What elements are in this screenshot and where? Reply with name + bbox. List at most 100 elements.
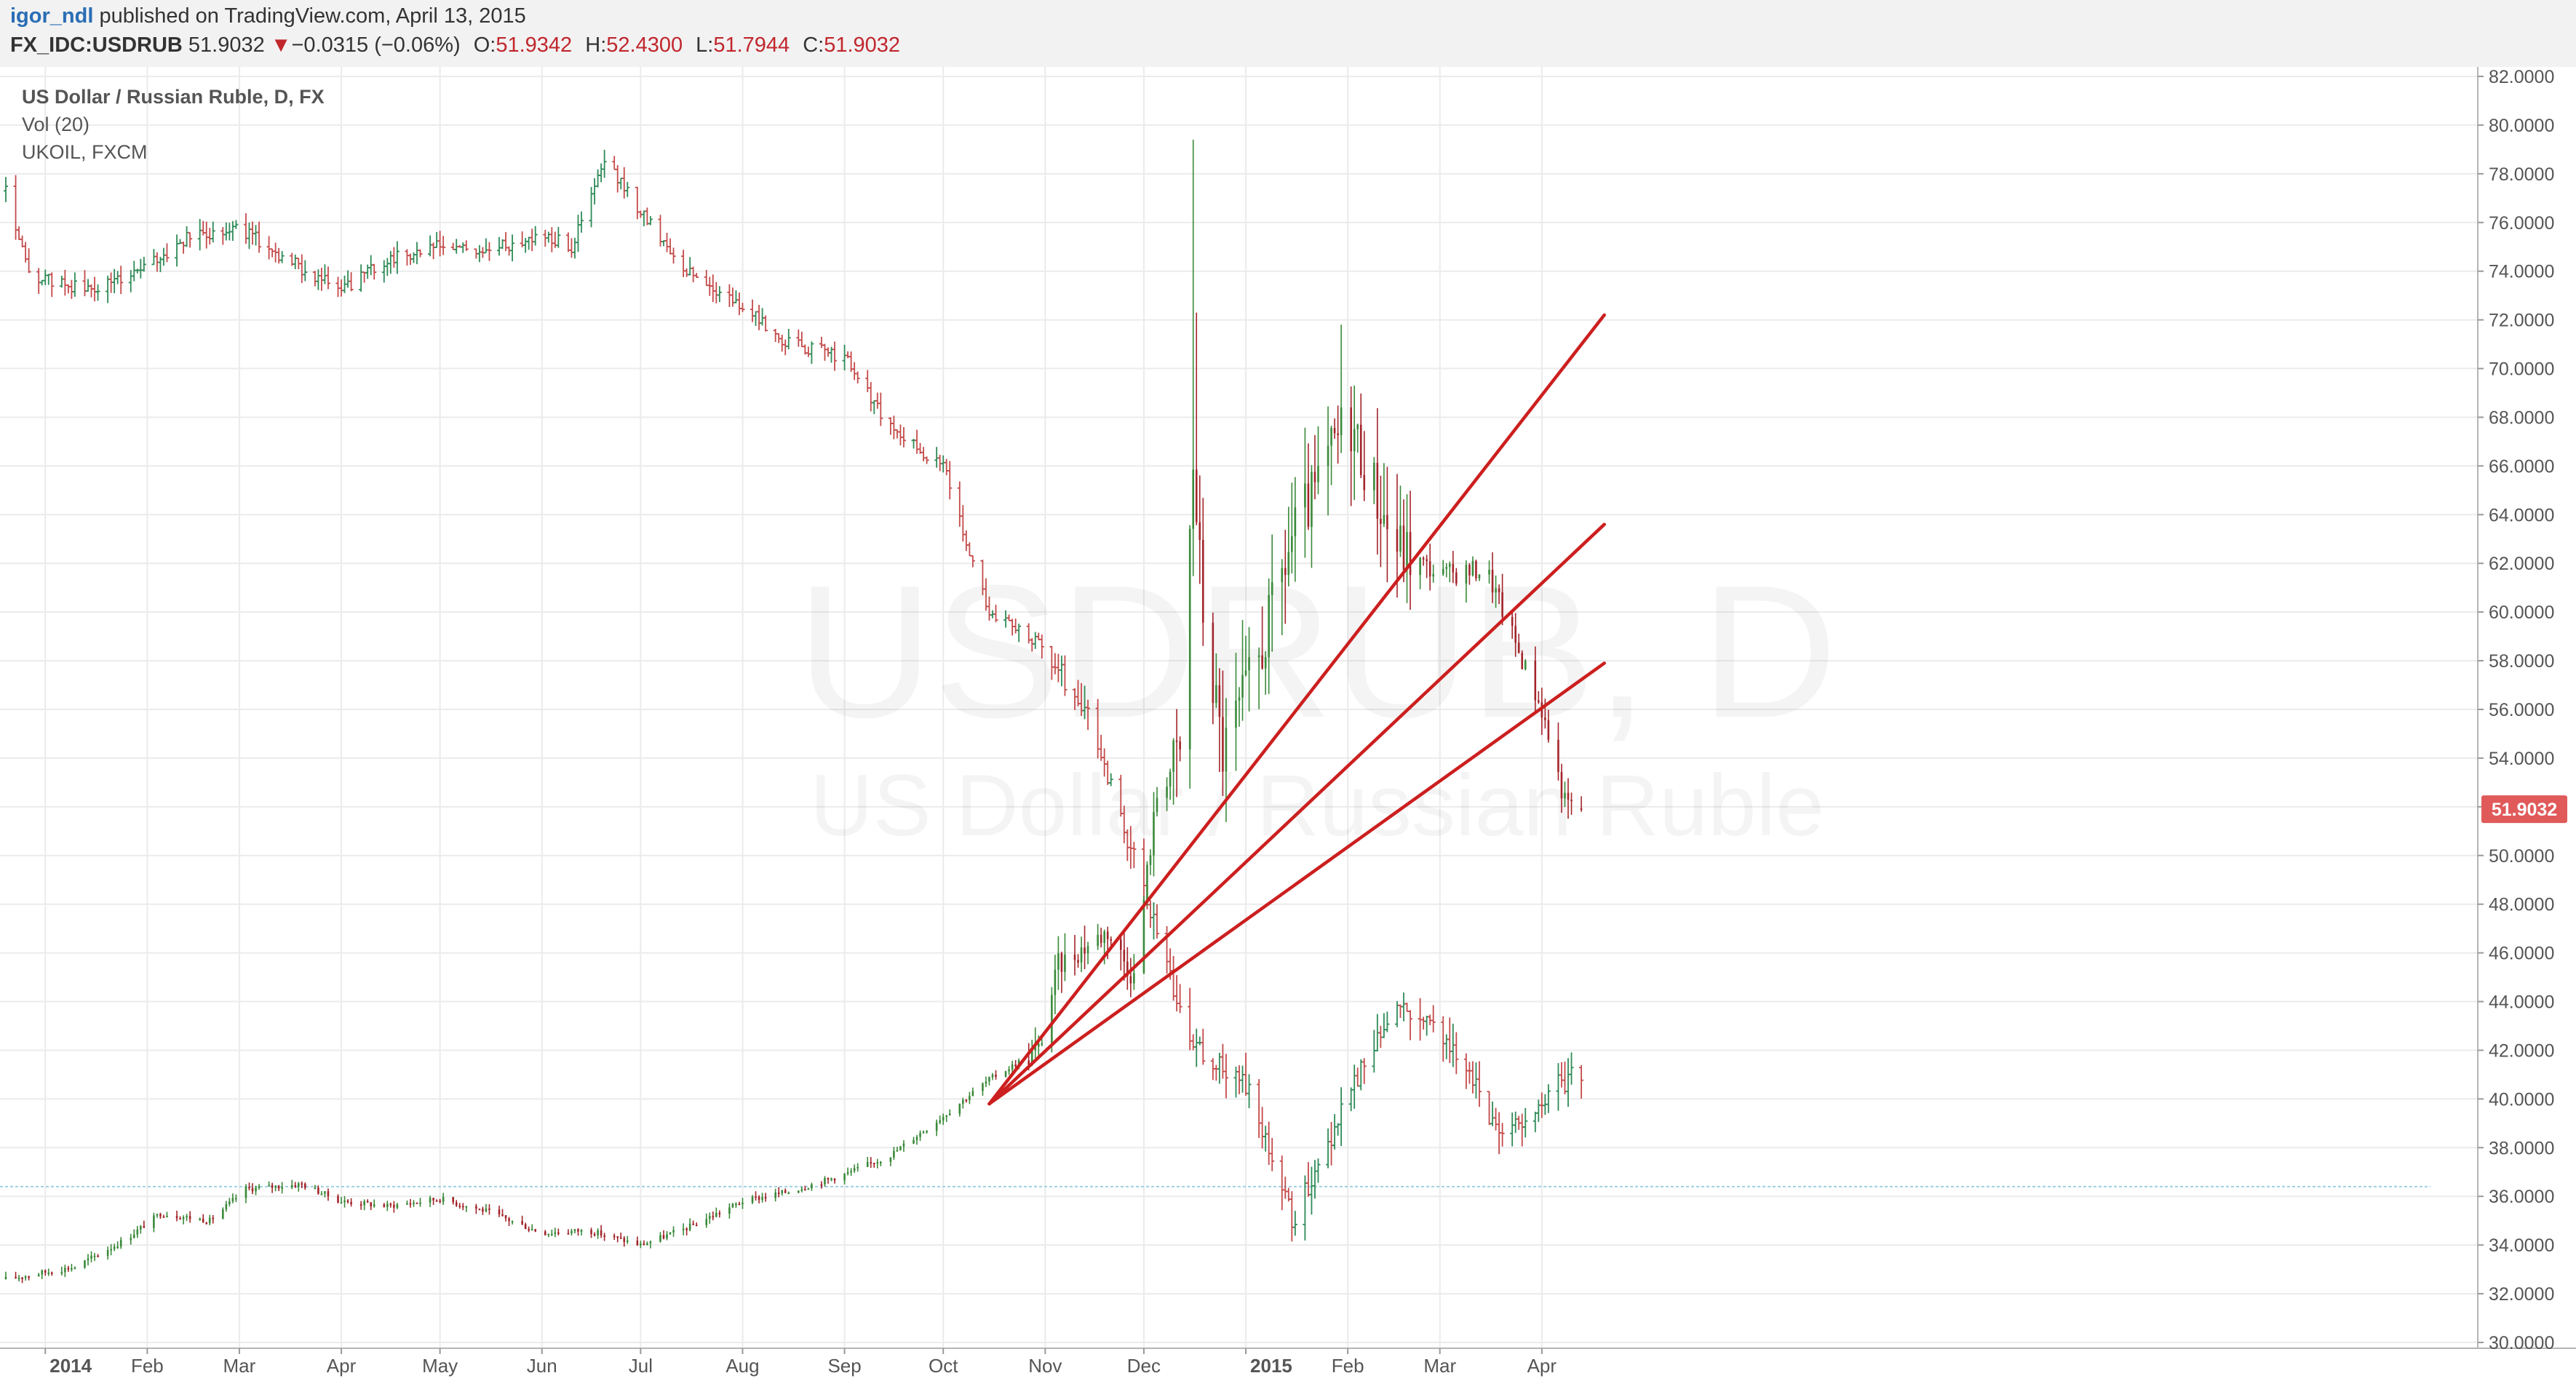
usdrub-candle [205, 1222, 208, 1225]
usdrub-candle [93, 1255, 96, 1257]
usdrub-candle [1034, 1046, 1037, 1051]
usdrub-candle [1212, 622, 1215, 704]
usdrub-candle [294, 1185, 297, 1187]
symbol-label[interactable]: FX_IDC:USDRUB [10, 33, 183, 57]
usdrub-candle [1100, 934, 1102, 943]
usdrub-candle [880, 1161, 882, 1163]
usdrub-candle [4, 1276, 7, 1279]
usdrub-candle [1198, 522, 1201, 540]
usdrub-candle [1133, 973, 1135, 984]
usdrub-candle [1330, 428, 1332, 446]
usdrub-candle [1442, 568, 1444, 575]
usdrub-candle [939, 1120, 941, 1123]
usdrub-candle [416, 1202, 418, 1204]
time-tick-label: Sep [827, 1355, 861, 1377]
header-bar: igor_ndl published on TradingView.com, A… [0, 0, 2576, 68]
usdrub-candle [113, 1246, 116, 1249]
usdrub-candle [1419, 557, 1421, 576]
usdrub-candle [458, 1205, 461, 1207]
usdrub-candle [619, 1237, 622, 1239]
usdrub-candle [1376, 462, 1379, 519]
price-tick-label: 42.0000 [2489, 1040, 2554, 1061]
usdrub-candle [682, 1228, 685, 1230]
price-tick-label: 66.0000 [2489, 456, 2554, 477]
time-tick-label: Mar [223, 1355, 256, 1377]
usdrub-candle [1014, 1064, 1017, 1067]
usdrub-candle [50, 1272, 53, 1274]
usdrub-candle [742, 1202, 744, 1204]
usdrub-candle [1468, 565, 1471, 576]
usdrub-candle [188, 1216, 191, 1219]
time-tick-label: Aug [726, 1355, 759, 1377]
time-axis[interactable]: 2014 Feb Mar Apr May Jun Jul Aug Sep Oct Nov Dec 201… [44, 1348, 1557, 1377]
usdrub-candle [478, 1209, 481, 1211]
usdrub-candle [1356, 424, 1359, 429]
high-value: 52.4300 [606, 33, 683, 57]
legend-volume[interactable]: Vol (20) [22, 114, 90, 135]
usdrub-candle [777, 1192, 780, 1194]
usdrub-candle [366, 1201, 369, 1203]
usdrub-candle [179, 1218, 181, 1220]
usdrub-candle [528, 1229, 530, 1231]
legend-overlay[interactable]: UKOIL, FXCM [22, 141, 148, 163]
usdrub-candle [1195, 469, 1198, 522]
author-link[interactable]: igor_ndl [10, 4, 94, 28]
usdrub-candle [452, 1197, 455, 1203]
price-tick-label: 80.0000 [2489, 116, 2554, 136]
usdrub-candle [1383, 514, 1386, 524]
price-tick-label: 46.0000 [2489, 944, 2554, 964]
watermark: USDRUB, D US Dollar / Russian Ruble [797, 546, 1837, 854]
usdrub-candle [758, 1196, 760, 1200]
legend-main-series[interactable]: US Dollar / Russian Ruble, D, FX [22, 86, 325, 108]
price-tick-label: 48.0000 [2489, 895, 2554, 915]
usdrub-candle [15, 1276, 17, 1278]
usdrub-candle [60, 1272, 63, 1274]
usdrub-candle [824, 1178, 826, 1185]
time-tick-label: Feb [131, 1355, 164, 1377]
usdrub-candle [731, 1203, 734, 1208]
price-chart[interactable]: USDRUB, D US Dollar / Russian Ruble 30.0… [0, 67, 2576, 1397]
usdrub-candle [337, 1195, 339, 1203]
usdrub-candle [1264, 657, 1267, 669]
usdrub-candle [1097, 934, 1099, 947]
usdrub-candle [1248, 657, 1250, 671]
usdrub-candle [419, 1202, 421, 1204]
usdrub-candle [1511, 616, 1514, 626]
usdrub-candle [97, 1255, 99, 1257]
time-tick-label: Nov [1028, 1355, 1062, 1377]
usdrub-candle [893, 1150, 895, 1158]
usdrub-candle [866, 1162, 869, 1167]
usdrub-candle [843, 1174, 846, 1181]
usdrub-candle [1327, 445, 1329, 466]
usdrub-candle [1110, 939, 1113, 941]
usdrub-candle [1317, 466, 1319, 482]
usdrub-candle [304, 1184, 306, 1188]
usdrub-candle [386, 1203, 389, 1207]
price-axis[interactable]: 30.0000 32.0000 34.0000 36.0000 38.0000 40.00… [2478, 67, 2554, 1353]
fan-lines[interactable] [987, 313, 1606, 1106]
usdrub-candle [896, 1150, 899, 1152]
price-tick-label: 40.0000 [2489, 1089, 2554, 1110]
usdrub-candle [1373, 462, 1375, 490]
usdrub-candle [613, 1235, 616, 1238]
price-tick-label: 64.0000 [2489, 505, 2554, 525]
price-change: −0.0315 (−0.06%) [291, 33, 461, 57]
usdrub-candle [301, 1183, 303, 1185]
usdrub-candle [603, 1235, 605, 1238]
usdrub-candle [646, 1243, 648, 1246]
usdrub-candle [271, 1185, 274, 1188]
price-tick-label: 58.0000 [2489, 651, 2554, 672]
usdrub-candle [350, 1201, 352, 1205]
usdrub-candle [1201, 539, 1204, 623]
usdrub-candle [277, 1185, 280, 1189]
usdrub-candle [902, 1143, 905, 1147]
usdrub-candle [685, 1228, 688, 1230]
grid-lines [0, 67, 2478, 1348]
usdrub-candle [1422, 557, 1425, 560]
usdrub-candle [132, 1234, 135, 1238]
usdrub-candle [475, 1206, 477, 1209]
usdrub-candle [1218, 685, 1221, 717]
fan-trendline [987, 661, 1606, 1106]
usdrub-candle [324, 1191, 326, 1194]
usdrub-candle [643, 1243, 645, 1246]
